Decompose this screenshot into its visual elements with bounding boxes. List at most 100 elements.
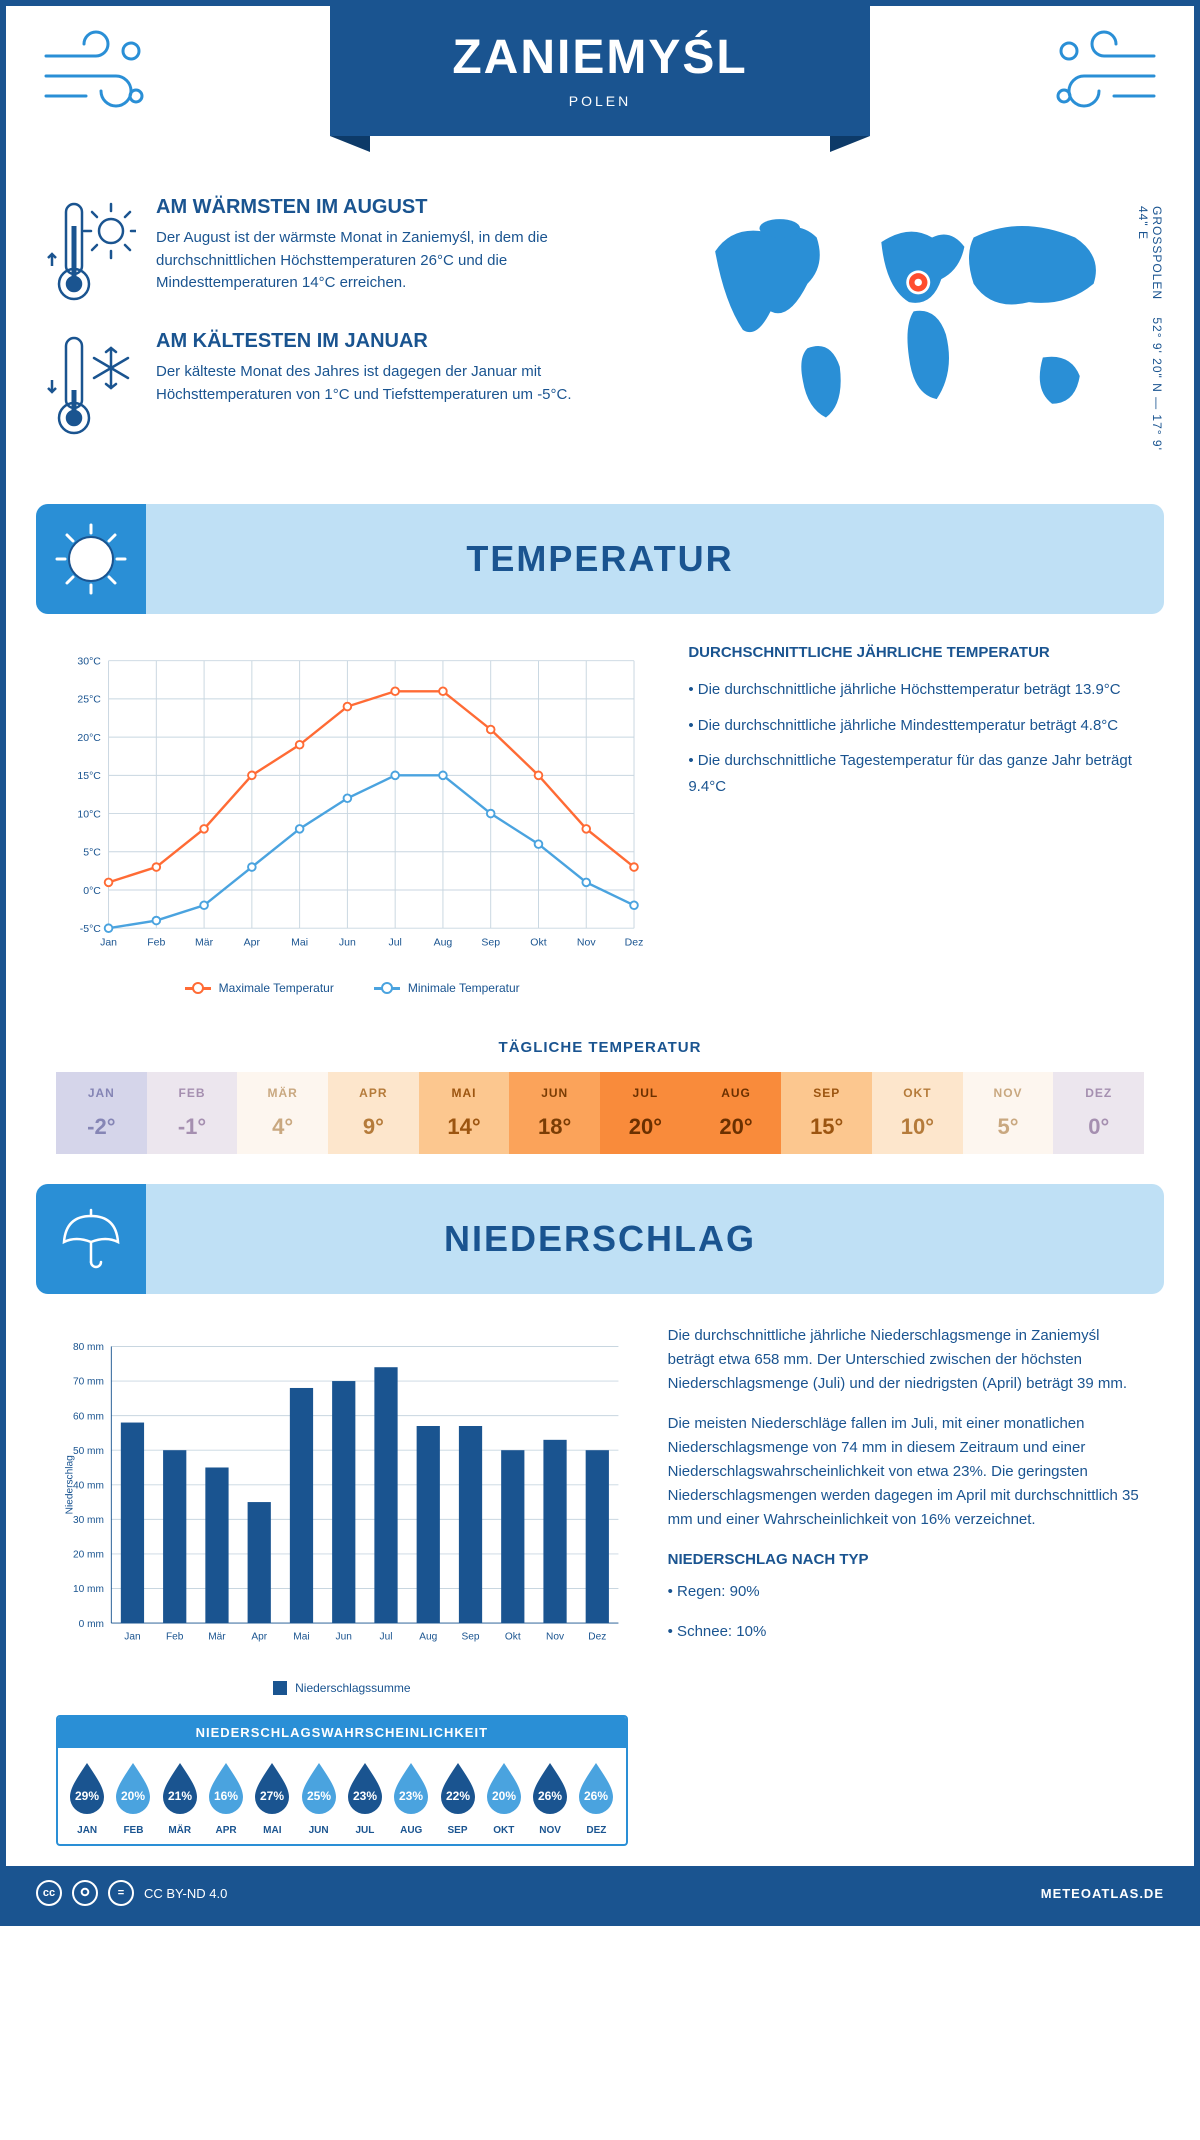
prob-cell: 20% OKT <box>481 1760 527 1836</box>
country-name: POLEN <box>330 93 870 109</box>
svg-text:20 mm: 20 mm <box>73 1550 104 1561</box>
raindrop-icon: 20% <box>111 1760 155 1814</box>
raindrop-icon: 23% <box>343 1760 387 1814</box>
svg-text:20°C: 20°C <box>77 732 101 744</box>
svg-text:Niederschlag: Niederschlag <box>65 1455 76 1514</box>
raindrop-icon: 25% <box>297 1760 341 1814</box>
svg-text:Sep: Sep <box>481 936 500 948</box>
svg-text:0 mm: 0 mm <box>79 1619 104 1630</box>
svg-text:Jun: Jun <box>339 936 356 948</box>
sun-icon-box <box>36 504 146 614</box>
svg-text:60 mm: 60 mm <box>73 1411 104 1422</box>
svg-text:25%: 25% <box>307 1789 331 1803</box>
svg-text:16%: 16% <box>214 1789 238 1803</box>
svg-text:Nov: Nov <box>577 936 596 948</box>
thermometer-hot-icon <box>46 196 136 306</box>
prob-cell: 23% AUG <box>388 1760 434 1836</box>
precip-left: 0 mm10 mm20 mm30 mm40 mm50 mm60 mm70 mm8… <box>56 1324 628 1846</box>
svg-text:Mär: Mär <box>195 936 214 948</box>
svg-text:10 mm: 10 mm <box>73 1584 104 1595</box>
svg-text:Apr: Apr <box>251 1632 267 1643</box>
prob-cell: 27% MAI <box>249 1760 295 1836</box>
daily-cell: DEZ0° <box>1053 1072 1144 1154</box>
license-block: cc 🞇 = CC BY-ND 4.0 <box>36 1880 227 1906</box>
thermometer-cold-icon <box>46 330 136 440</box>
svg-text:20%: 20% <box>121 1789 145 1803</box>
svg-text:5°C: 5°C <box>83 847 101 859</box>
temperature-body: -5°C0°C5°C10°C15°C20°C25°C30°CJanFebMärA… <box>6 634 1194 1015</box>
svg-text:Jan: Jan <box>100 936 117 948</box>
section-title: NIEDERSCHLAG <box>444 1218 756 1260</box>
daily-temp-title: TÄGLICHE TEMPERATUR <box>6 1039 1194 1056</box>
svg-text:23%: 23% <box>399 1789 423 1803</box>
temp-legend: Maximale Temperatur Minimale Temperatur <box>56 981 648 995</box>
cc-icon: cc <box>36 1880 62 1906</box>
raindrop-icon: 20% <box>482 1760 526 1814</box>
svg-text:Mär: Mär <box>208 1632 226 1643</box>
svg-text:26%: 26% <box>538 1789 562 1803</box>
svg-text:Okt: Okt <box>505 1632 521 1643</box>
prob-cell: 26% NOV <box>527 1760 573 1836</box>
svg-text:23%: 23% <box>353 1789 377 1803</box>
svg-text:Jun: Jun <box>336 1632 352 1643</box>
svg-text:29%: 29% <box>75 1789 99 1803</box>
svg-text:Nov: Nov <box>546 1632 565 1643</box>
wind-icon <box>36 26 166 126</box>
section-header-niederschlag: NIEDERSCHLAG <box>36 1184 1164 1294</box>
precip-rain: • Regen: 90% <box>668 1580 1144 1604</box>
svg-text:Sep: Sep <box>462 1632 480 1643</box>
prob-cell: 25% JUN <box>295 1760 341 1836</box>
sun-icon <box>51 519 131 599</box>
precip-legend: Niederschlagssumme <box>56 1681 628 1695</box>
intro-section: AM WÄRMSTEN IM AUGUST Der August ist der… <box>6 176 1194 494</box>
daily-cell: APR9° <box>328 1072 419 1154</box>
svg-text:40 mm: 40 mm <box>73 1480 104 1491</box>
precip-p2: Die meisten Niederschläge fallen im Juli… <box>668 1412 1144 1532</box>
temperature-line-chart: -5°C0°C5°C10°C15°C20°C25°C30°CJanFebMärA… <box>56 644 648 964</box>
raindrop-icon: 16% <box>204 1760 248 1814</box>
svg-text:Dez: Dez <box>625 936 644 948</box>
svg-text:Apr: Apr <box>244 936 261 948</box>
svg-text:Feb: Feb <box>147 936 165 948</box>
section-title: TEMPERATUR <box>466 538 733 580</box>
footer: cc 🞇 = CC BY-ND 4.0 METEOATLAS.DE <box>6 1866 1194 1920</box>
temp-bullet: • Die durchschnittliche jährliche Mindes… <box>688 713 1144 739</box>
coldest-text: Der kälteste Monat des Jahres ist dagege… <box>156 361 634 406</box>
city-name: ZANIEMYŚL <box>330 30 870 85</box>
raindrop-icon: 21% <box>158 1760 202 1814</box>
daily-cell: JAN-2° <box>56 1072 147 1154</box>
svg-text:21%: 21% <box>168 1789 192 1803</box>
header: ZANIEMYŚL POLEN <box>6 6 1194 176</box>
temperature-summary: DURCHSCHNITTLICHE JÄHRLICHE TEMPERATUR •… <box>688 644 1144 995</box>
svg-text:Mai: Mai <box>291 936 308 948</box>
svg-text:30 mm: 30 mm <box>73 1515 104 1526</box>
prob-row: 29% JAN 20% FEB 21% MÄR 16% APR 27% MAI … <box>58 1748 626 1844</box>
temp-summary-title: DURCHSCHNITTLICHE JÄHRLICHE TEMPERATUR <box>688 644 1144 661</box>
location-marker-icon <box>906 270 930 294</box>
svg-text:50 mm: 50 mm <box>73 1446 104 1457</box>
temperature-chart-wrap: -5°C0°C5°C10°C15°C20°C25°C30°CJanFebMärA… <box>56 644 648 995</box>
by-icon: 🞇 <box>72 1880 98 1906</box>
svg-text:15°C: 15°C <box>77 770 101 782</box>
prob-cell: 22% SEP <box>434 1760 480 1836</box>
daily-cell: SEP15° <box>781 1072 872 1154</box>
temp-bullet: • Die durchschnittliche Tagestemperatur … <box>688 748 1144 799</box>
raindrop-icon: 22% <box>436 1760 480 1814</box>
svg-text:22%: 22% <box>446 1789 470 1803</box>
raindrop-icon: 26% <box>528 1760 572 1814</box>
daily-cell: FEB-1° <box>147 1072 238 1154</box>
infographic-page: ZANIEMYŚL POLEN AM WÄRMSTEN IM AUGUST De… <box>0 0 1200 1926</box>
svg-text:Jan: Jan <box>124 1632 140 1643</box>
svg-text:Mai: Mai <box>293 1632 309 1643</box>
precip-p1: Die durchschnittliche jährliche Niedersc… <box>668 1324 1144 1396</box>
daily-cell: MÄR4° <box>237 1072 328 1154</box>
legend-precip: Niederschlagssumme <box>273 1681 410 1695</box>
svg-text:27%: 27% <box>260 1789 284 1803</box>
legend-max: Maximale Temperatur <box>185 981 334 995</box>
intro-left: AM WÄRMSTEN IM AUGUST Der August ist der… <box>46 196 634 464</box>
prob-cell: 16% APR <box>203 1760 249 1836</box>
section-header-temperatur: TEMPERATUR <box>36 504 1164 614</box>
daily-cell: OKT10° <box>872 1072 963 1154</box>
svg-text:25°C: 25°C <box>77 694 101 706</box>
prob-cell: 26% DEZ <box>573 1760 619 1836</box>
